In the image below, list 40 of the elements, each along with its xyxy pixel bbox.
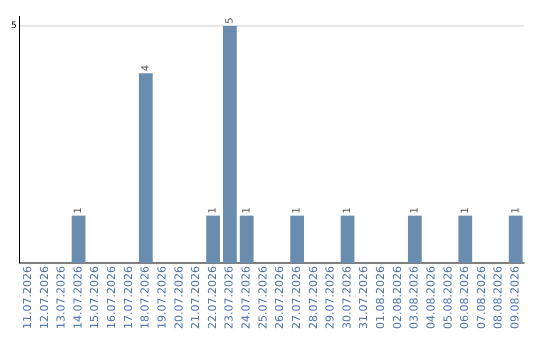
x-tick-label: 09.08.2026 (508, 266, 522, 330)
x-tick-label: 16.07.2026 (105, 266, 118, 330)
data-label: 1 (510, 207, 522, 214)
x-tick-label: 30.07.2026 (340, 266, 354, 330)
x-tick-label: 21.07.2026 (189, 266, 202, 330)
data-label: 1 (460, 207, 471, 214)
x-tick-label: 27.07.2026 (290, 266, 303, 330)
x-tick-label: 15.07.2026 (88, 266, 102, 330)
x-tick-label: 05.08.2026 (441, 266, 454, 330)
x-tick-label: 24.07.2026 (240, 266, 253, 330)
x-tick-label: 08.08.2026 (492, 266, 505, 330)
x-tick-label: 12.07.2026 (38, 266, 51, 330)
x-tick-label: 03.08.2026 (408, 266, 421, 330)
x-tick-label: 22.07.2026 (206, 266, 219, 330)
x-tick-label: 20.07.2026 (172, 266, 186, 330)
x-tick-label: 25.07.2026 (256, 266, 270, 330)
x-tick-label: 01.08.2026 (374, 266, 388, 330)
x-tick-label: 26.07.2026 (273, 266, 286, 330)
data-label: 1 (73, 207, 84, 214)
data-label: 1 (342, 207, 354, 214)
x-tick-label: 17.07.2026 (122, 266, 135, 330)
x-tick-label: 07.08.2026 (474, 266, 488, 330)
x-tick-label: 14.07.2026 (71, 266, 84, 330)
x-tick-label: 29.07.2026 (324, 266, 337, 330)
x-tick-label: 02.08.2026 (390, 266, 404, 330)
x-tick-label: 06.08.2026 (458, 266, 472, 330)
x-tick-label: 04.08.2026 (424, 266, 438, 330)
x-tick-label: 13.07.2026 (54, 266, 68, 330)
x-tick-label: 18.07.2026 (138, 266, 152, 330)
data-label: 1 (208, 207, 219, 214)
x-tick-label: 28.07.2026 (306, 266, 320, 330)
data-label: 5 (224, 18, 236, 24)
data-label: 4 (140, 64, 152, 72)
x-tick-label: 23.07.2026 (222, 266, 236, 330)
x-tick-label: 31.07.2026 (357, 266, 370, 330)
x-tick-label: 11.07.2026 (20, 266, 34, 330)
data-label: 1 (241, 207, 252, 214)
x-tick-label: 19.07.2026 (155, 266, 168, 330)
data-label: 1 (409, 207, 420, 214)
data-label: 1 (292, 207, 303, 214)
